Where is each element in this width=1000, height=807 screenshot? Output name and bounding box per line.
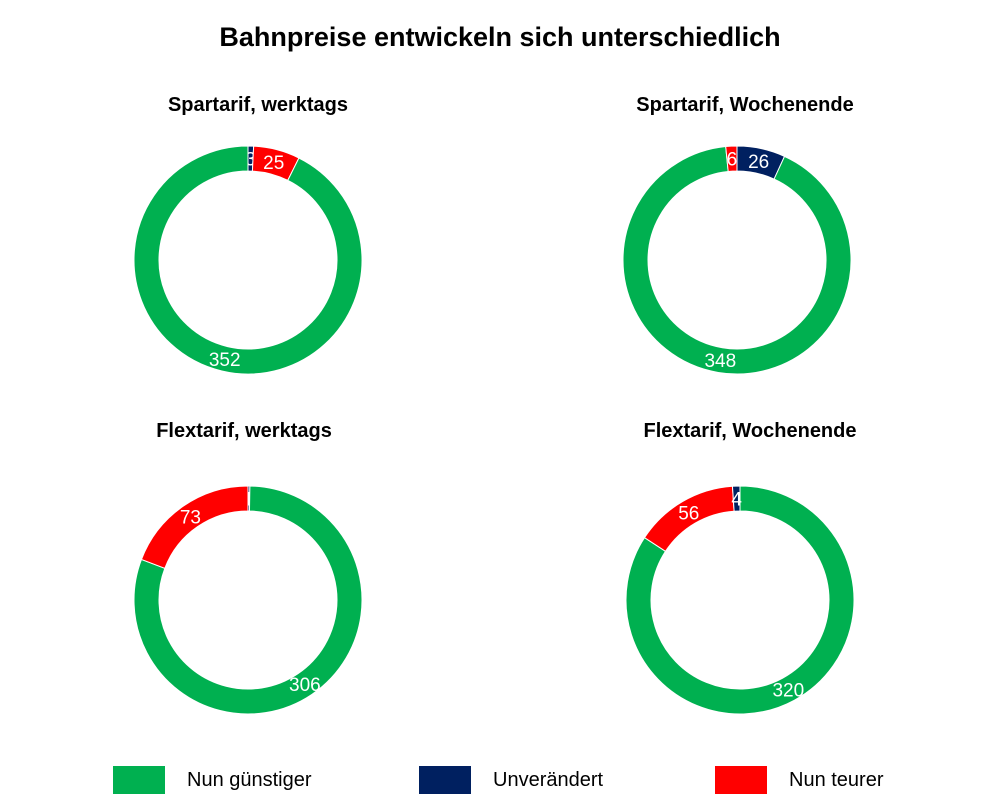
- slice-value-label: 352: [209, 350, 241, 371]
- legend-swatch-navy: [419, 766, 471, 794]
- slice-value-label: 348: [704, 351, 736, 372]
- slice-value-label: 73: [180, 507, 201, 528]
- slice-value-label: 4: [731, 490, 742, 511]
- slice-value-label: 3: [245, 150, 256, 171]
- slice-value-label: 306: [289, 675, 321, 696]
- legend-item-nun-teurer: Nun teurer: [715, 765, 884, 795]
- slice-value-label: 25: [263, 153, 284, 174]
- chart-title-spartarif-wochenende: Spartarif, Wochenende: [636, 94, 854, 116]
- legend-label: Nun günstiger: [187, 768, 312, 791]
- donut-slice-nun_teurer: [725, 145, 738, 172]
- donut-slice-nun_guenstiger: [133, 145, 363, 375]
- slice-value-label: 320: [772, 680, 804, 701]
- legend-item-nun-guenstiger: Nun günstiger: [113, 765, 312, 795]
- legend-item-unveraendert: Unverändert: [419, 765, 603, 795]
- slice-value-label: 1: [244, 490, 255, 511]
- chart-title-spartarif-werktags: Spartarif, werktags: [167, 94, 349, 116]
- legend-label: Nun teurer: [789, 768, 884, 791]
- legend-swatch-green: [113, 766, 165, 794]
- legend-label: Unverändert: [493, 768, 604, 791]
- chart-title-flextarif-wochenende: Flextarif, Wochenende: [643, 420, 857, 442]
- slice-value-label: 26: [748, 152, 769, 173]
- slice-value-label: 6: [727, 150, 738, 171]
- donut-slice-nun_teurer: [140, 485, 249, 569]
- donut-slice-unveraendert: [731, 485, 741, 512]
- legend-swatch-red: [715, 766, 767, 794]
- chart-title-flextarif-werktags: Flextarif, werktags: [156, 420, 332, 442]
- donut-slice-nun_guenstiger: [133, 485, 363, 715]
- donut-slice-nun_guenstiger: [625, 485, 855, 715]
- donut-slice-nun_guenstiger: [622, 146, 852, 375]
- chart-main-title: Bahnpreise entwickeln sich unterschiedli…: [219, 22, 781, 52]
- slice-value-label: 56: [678, 503, 699, 524]
